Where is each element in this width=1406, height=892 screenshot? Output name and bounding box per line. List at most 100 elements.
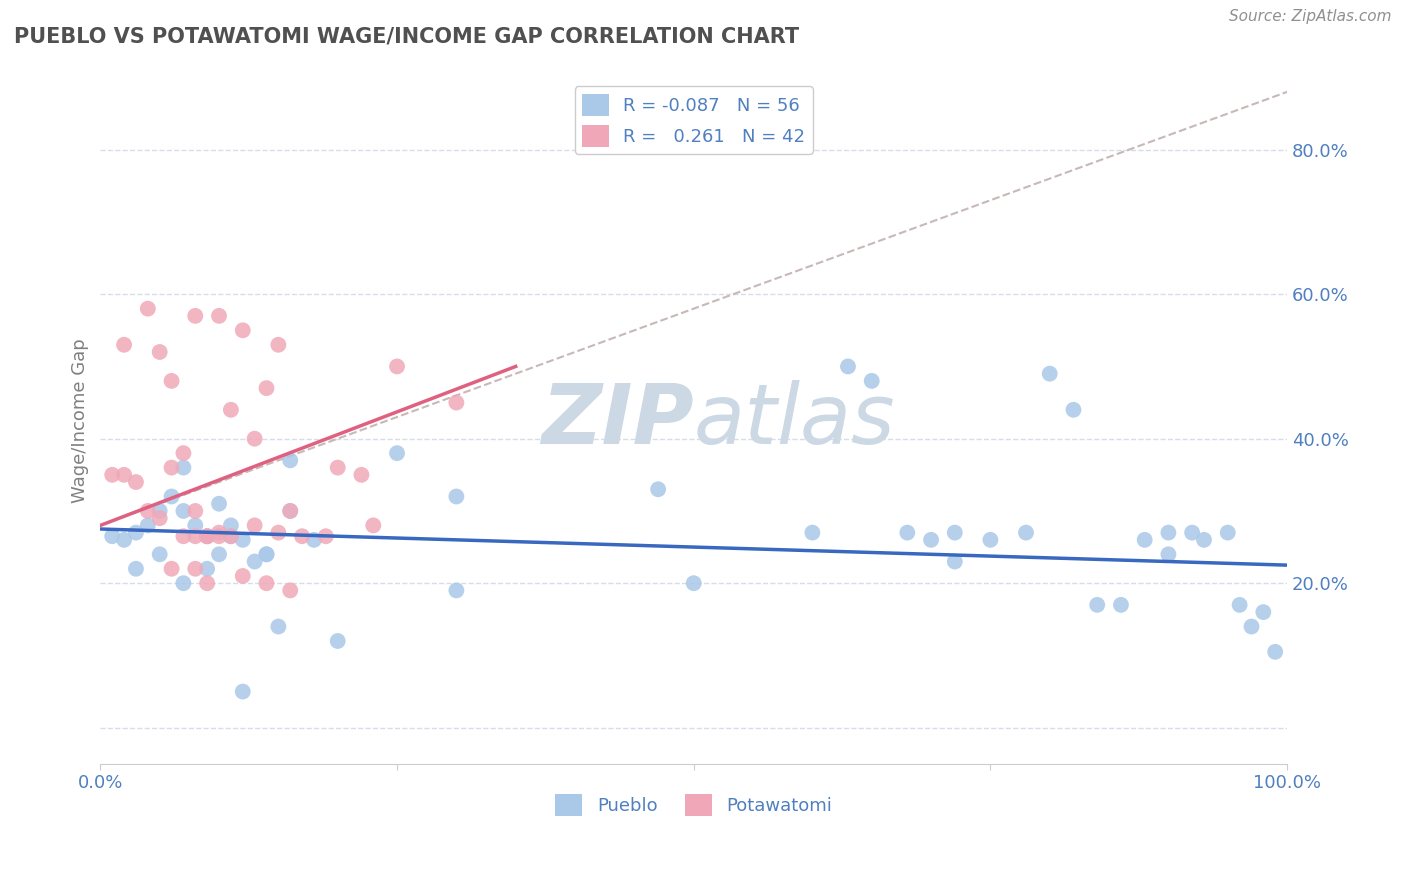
Point — [1253, 605, 1275, 619]
Point — [219, 529, 242, 543]
Point — [860, 374, 883, 388]
Point — [184, 529, 207, 543]
Point — [256, 381, 278, 395]
Point — [125, 562, 148, 576]
Point — [267, 338, 290, 352]
Point — [195, 529, 218, 543]
Point — [446, 395, 468, 409]
Text: ZIP: ZIP — [541, 380, 693, 461]
Point — [837, 359, 859, 374]
Text: atlas: atlas — [693, 380, 896, 461]
Point — [101, 529, 124, 543]
Point — [136, 504, 159, 518]
Point — [172, 576, 194, 591]
Point — [326, 460, 349, 475]
Point — [125, 525, 148, 540]
Point — [278, 453, 301, 467]
Point — [326, 634, 349, 648]
Point — [256, 547, 278, 561]
Point — [208, 525, 231, 540]
Point — [801, 525, 824, 540]
Point — [195, 529, 218, 543]
Point — [1015, 525, 1038, 540]
Point — [291, 529, 314, 543]
Point — [350, 467, 373, 482]
Point — [149, 547, 172, 561]
Point — [1240, 619, 1263, 633]
Text: PUEBLO VS POTAWATOMI WAGE/INCOME GAP CORRELATION CHART: PUEBLO VS POTAWATOMI WAGE/INCOME GAP COR… — [14, 27, 799, 46]
Point — [149, 511, 172, 525]
Point — [920, 533, 942, 547]
Point — [112, 533, 135, 547]
Point — [184, 504, 207, 518]
Point — [160, 460, 183, 475]
Point — [385, 446, 408, 460]
Point — [172, 529, 194, 543]
Text: Source: ZipAtlas.com: Source: ZipAtlas.com — [1229, 9, 1392, 24]
Point — [1229, 598, 1251, 612]
Point — [385, 359, 408, 374]
Point — [195, 562, 218, 576]
Point — [647, 483, 669, 497]
Point — [232, 569, 254, 583]
Point — [943, 525, 966, 540]
Point — [1192, 533, 1215, 547]
Point — [896, 525, 918, 540]
Point — [160, 490, 183, 504]
Point — [682, 576, 704, 591]
Point — [315, 529, 337, 543]
Point — [243, 518, 266, 533]
Point — [1216, 525, 1239, 540]
Point — [943, 555, 966, 569]
Point — [208, 309, 231, 323]
Point — [195, 529, 218, 543]
Point — [232, 533, 254, 547]
Point — [149, 345, 172, 359]
Legend: Pueblo, Potawatomi: Pueblo, Potawatomi — [548, 787, 839, 823]
Point — [1181, 525, 1204, 540]
Point — [1085, 598, 1108, 612]
Point — [208, 547, 231, 561]
Point — [1062, 402, 1084, 417]
Point — [112, 467, 135, 482]
Point — [184, 562, 207, 576]
Point — [267, 525, 290, 540]
Point — [363, 518, 385, 533]
Y-axis label: Wage/Income Gap: Wage/Income Gap — [72, 338, 89, 503]
Point — [219, 402, 242, 417]
Point — [219, 518, 242, 533]
Point — [195, 576, 218, 591]
Point — [184, 309, 207, 323]
Point — [278, 583, 301, 598]
Point — [184, 518, 207, 533]
Point — [1039, 367, 1062, 381]
Point — [172, 446, 194, 460]
Point — [219, 529, 242, 543]
Point — [446, 490, 468, 504]
Point — [256, 547, 278, 561]
Point — [243, 432, 266, 446]
Point — [1157, 525, 1180, 540]
Point — [267, 619, 290, 633]
Point — [232, 684, 254, 698]
Point — [101, 467, 124, 482]
Point — [446, 583, 468, 598]
Point — [278, 504, 301, 518]
Point — [278, 504, 301, 518]
Point — [1109, 598, 1132, 612]
Point — [1133, 533, 1156, 547]
Point — [172, 504, 194, 518]
Point — [1264, 645, 1286, 659]
Point — [1157, 547, 1180, 561]
Point — [243, 555, 266, 569]
Point — [136, 301, 159, 316]
Point — [136, 518, 159, 533]
Point — [160, 562, 183, 576]
Point — [208, 529, 231, 543]
Point — [160, 374, 183, 388]
Point — [979, 533, 1001, 547]
Point — [172, 460, 194, 475]
Point — [208, 497, 231, 511]
Point — [125, 475, 148, 489]
Point — [256, 576, 278, 591]
